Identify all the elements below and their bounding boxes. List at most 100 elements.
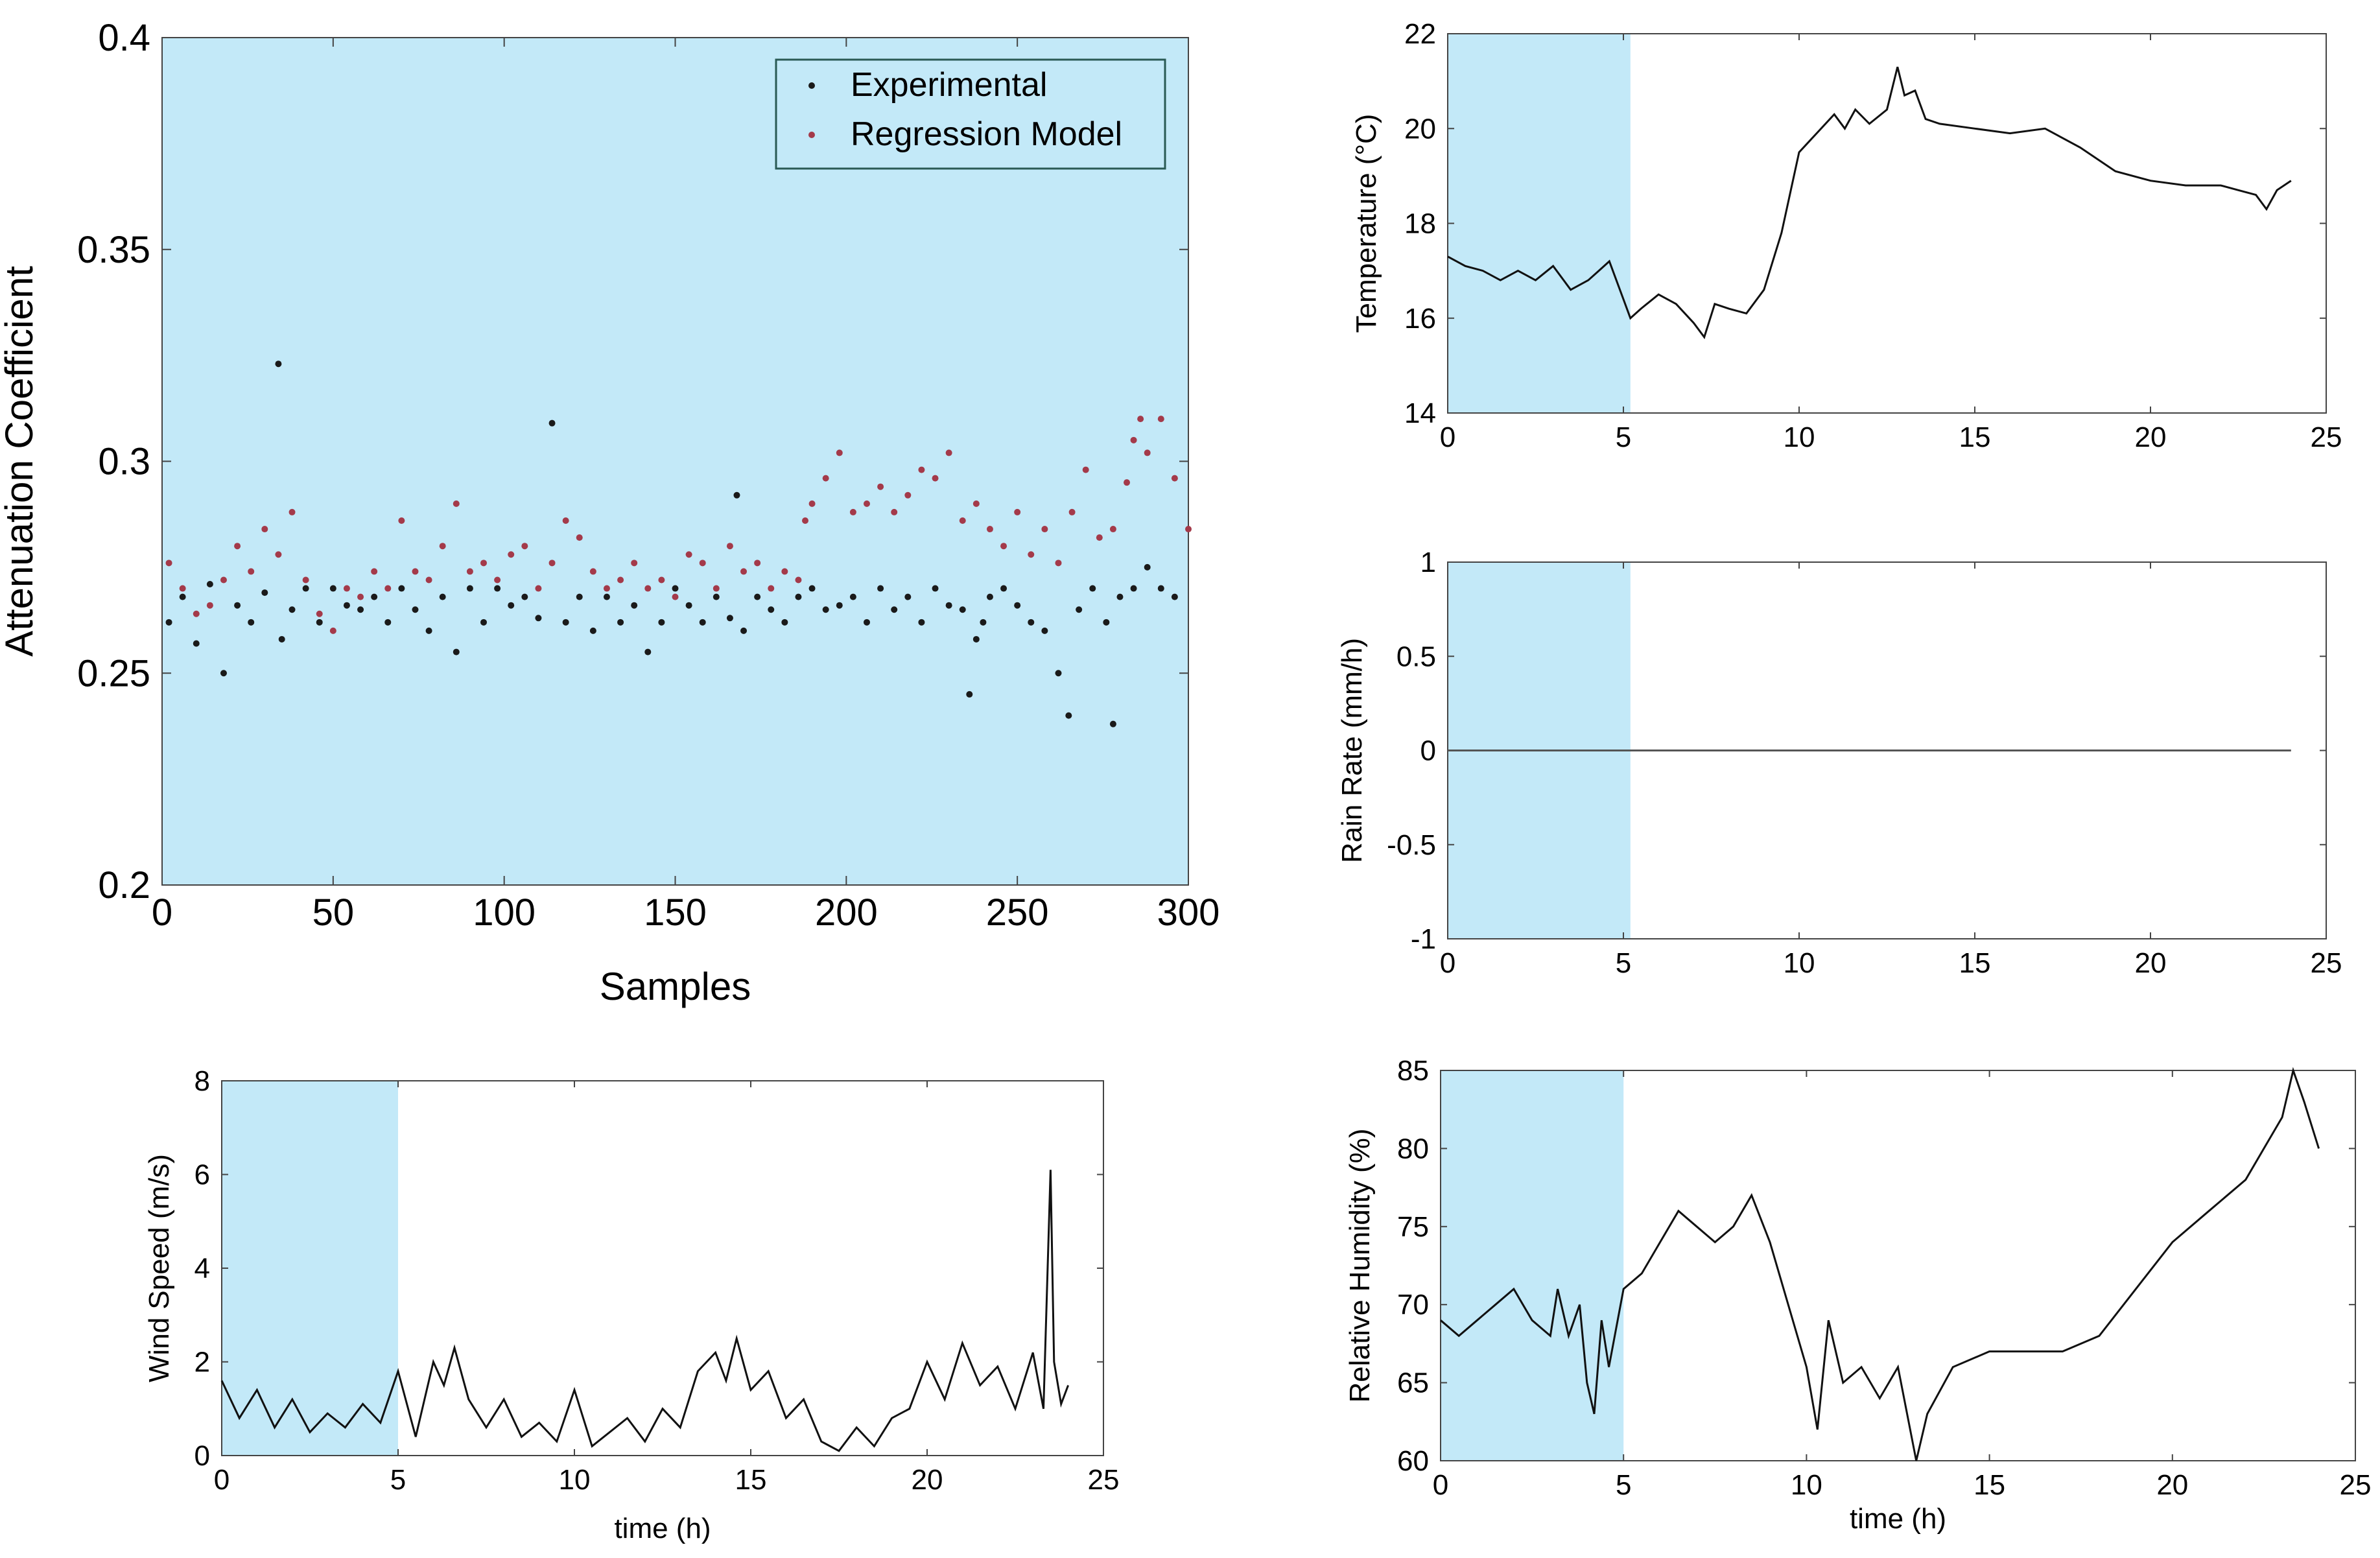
data-point — [972, 500, 980, 507]
data-point — [562, 517, 569, 524]
data-point — [1157, 416, 1164, 423]
data-point — [849, 508, 856, 515]
data-point — [1144, 563, 1151, 571]
x-tick-label: 20 — [912, 1464, 943, 1496]
data-point — [275, 360, 282, 368]
x-tick-label: 0 — [1440, 947, 1455, 979]
data-point — [904, 593, 912, 600]
chart-attenuation: 0 50 100 150 200 250 300 0.2 0.25 0.3 0.35 0.4 Sampl… — [0, 17, 1219, 1008]
data-point — [1082, 466, 1089, 473]
data-point — [1157, 585, 1164, 592]
data-point — [1055, 560, 1062, 567]
data-point — [1014, 508, 1021, 515]
data-point — [234, 602, 241, 609]
data-point — [685, 551, 692, 558]
legend-box — [775, 58, 1166, 170]
data-point — [1130, 585, 1137, 592]
shaded-region — [222, 1081, 398, 1456]
x-tick-label: 0 — [152, 891, 172, 934]
data-point — [617, 619, 624, 626]
y-tick-label: 60 — [1397, 1445, 1429, 1477]
y-tick-label: 22 — [1404, 18, 1436, 50]
data-point — [740, 568, 748, 575]
x-tick-label: 0 — [1433, 1469, 1448, 1501]
data-point — [1089, 585, 1096, 592]
y-tick-label: 8 — [194, 1065, 210, 1097]
data-point — [1000, 543, 1007, 550]
data-point — [672, 593, 679, 600]
data-point — [932, 585, 939, 592]
data-point — [1065, 712, 1072, 719]
data-point — [891, 606, 898, 613]
y-tick-label: 16 — [1404, 303, 1436, 335]
x-tick-label: 15 — [1974, 1469, 2005, 1501]
x-axis: 0 5 10 15 20 25 — [1440, 34, 2342, 453]
data-point — [808, 500, 816, 507]
data-point — [918, 466, 925, 473]
x-tick-label: 100 — [473, 891, 536, 934]
data-point — [863, 500, 870, 507]
data-point — [576, 534, 583, 541]
data-point — [1137, 416, 1144, 423]
data-point — [904, 491, 912, 499]
data-point — [802, 517, 809, 524]
y-tick-label: 0.2 — [98, 864, 150, 906]
data-point — [768, 606, 775, 613]
data-point — [494, 585, 501, 592]
data-point — [986, 526, 993, 533]
y-axis: 14 16 18 20 22 — [1404, 18, 2326, 429]
y-axis: 0.2 0.25 0.3 0.35 0.4 — [77, 17, 1188, 906]
data-point — [289, 606, 296, 613]
y-tick-label: 70 — [1397, 1289, 1429, 1321]
data-point — [1116, 593, 1124, 600]
shaded-region — [1448, 34, 1631, 413]
data-point — [644, 648, 652, 655]
data-point — [275, 551, 282, 558]
data-point — [1130, 436, 1137, 443]
series-line — [220, 1170, 1070, 1452]
data-point — [972, 635, 980, 643]
data-point — [617, 576, 624, 584]
x-tick-label: 15 — [1959, 947, 1991, 979]
y-tick-label: 0 — [194, 1440, 210, 1472]
data-point — [248, 619, 255, 626]
y-axis: 60 65 70 75 80 85 — [1397, 1055, 2355, 1477]
x-axis: 0 5 10 15 20 25 — [1433, 1070, 2372, 1501]
data-point — [877, 585, 884, 592]
data-point — [1103, 619, 1110, 626]
data-point — [733, 491, 740, 499]
data-point — [959, 517, 966, 524]
data-point — [179, 585, 186, 592]
series-line — [1447, 66, 2292, 340]
y-axis-label: Attenuation Coefficient — [0, 266, 41, 657]
x-tick-label: 20 — [2135, 947, 2167, 979]
data-point — [165, 560, 172, 567]
data-point — [384, 619, 392, 626]
y-tick-label: 0.5 — [1396, 641, 1436, 672]
data-point — [918, 619, 925, 626]
x-axis: 0 5 10 15 20 25 — [214, 1081, 1119, 1496]
data-point — [631, 560, 638, 567]
x-tick-label: 300 — [1157, 891, 1220, 934]
x-tick-label: 25 — [2340, 1469, 2372, 1501]
data-point — [234, 543, 241, 550]
data-point — [726, 615, 733, 622]
series-experimental — [165, 360, 1178, 727]
x-tick-label: 10 — [1784, 947, 1815, 979]
y-axis-label: Rain Rate (mm/h) — [1336, 638, 1368, 863]
data-point — [439, 593, 446, 600]
data-point — [658, 576, 665, 584]
data-point — [644, 585, 652, 592]
x-tick-label: 5 — [1616, 1469, 1631, 1501]
chart-temperature: 0 5 10 15 20 25 14 16 18 20 22 Temperature (°C) — [1350, 18, 2342, 453]
data-point — [699, 560, 706, 567]
data-point — [494, 576, 501, 584]
data-point — [466, 568, 473, 575]
data-point — [603, 585, 610, 592]
data-point — [261, 526, 268, 533]
data-point — [986, 593, 993, 600]
y-axis-label: Relative Humidity (%) — [1344, 1129, 1376, 1403]
data-point — [384, 585, 392, 592]
data-point — [1171, 475, 1178, 482]
data-point — [329, 585, 336, 592]
